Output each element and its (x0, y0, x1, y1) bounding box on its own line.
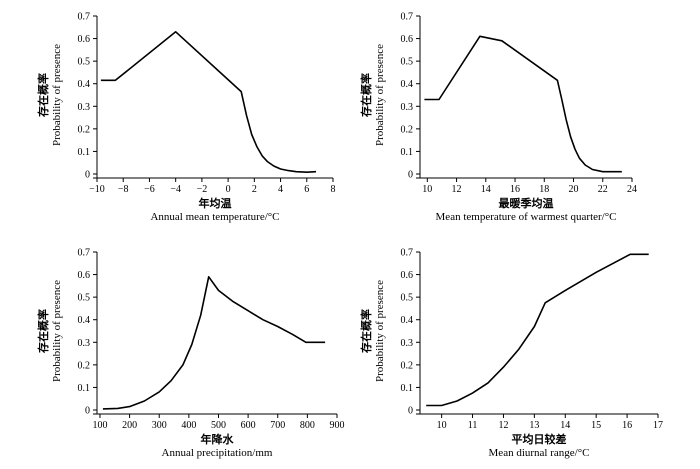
x-axis-title-cn: 年降水 (201, 432, 235, 446)
y-axis-title-cn: 存在概率 (359, 309, 373, 353)
x-tick-label: 12 (452, 184, 462, 195)
y-tick-label: 0.1 (401, 383, 414, 394)
x-axis-title-cn: 平均日较差 (512, 432, 567, 446)
y-tick-label: 0.2 (78, 124, 91, 135)
x-tick-label: 17 (653, 420, 663, 431)
y-axis-title: Probability of presence (374, 44, 386, 146)
x-tick-label: 11 (468, 420, 478, 431)
y-tick-label: 0.3 (78, 338, 91, 349)
x-axis-title: Mean diurnal range/°C (489, 447, 590, 459)
y-tick-label: 0.7 (78, 248, 91, 259)
x-axis-title-cn: 年均温 (199, 196, 232, 210)
x-tick-label: 600 (241, 420, 256, 431)
x-tick-label: 500 (211, 420, 226, 431)
y-tick-label: 0 (85, 406, 90, 417)
x-tick-label: 700 (270, 420, 285, 431)
x-tick-label: 20 (569, 184, 579, 195)
y-tick-label: 0.6 (401, 34, 414, 45)
x-tick-label: 16 (510, 184, 520, 195)
y-tick-label: 0.3 (401, 338, 414, 349)
response-curve (426, 253, 649, 407)
chart-panel-3: 0 0.1 0.2 0.3 0.4 0.5 0.6 0.7 100 200 300 400 500 600… (36, 248, 345, 460)
y-axis-title-cn: 存在概率 (36, 309, 50, 353)
y-tick-label: 0.5 (401, 293, 414, 304)
y-tick-label: 0 (408, 406, 413, 417)
x-tick-label: 12 (498, 420, 508, 431)
y-tick-label: 0 (408, 170, 413, 181)
y-axis-title-cn: 存在概率 (36, 73, 50, 117)
y-tick-label: 0.6 (401, 270, 414, 281)
y-axis-title-cn: 存在概率 (359, 73, 373, 117)
y-tick-label: 0.7 (78, 12, 91, 23)
y-axis-title: Probability of presence (374, 280, 386, 382)
x-tick-label: 4 (278, 184, 283, 195)
x-tick-label: −2 (197, 184, 208, 195)
x-axis-title: Annual mean temperature/°C (150, 211, 279, 223)
x-tick-label: 800 (300, 420, 315, 431)
x-tick-label: 10 (437, 420, 447, 431)
y-tick-label: 0.1 (78, 383, 91, 394)
y-tick-label: 0.1 (78, 147, 91, 158)
x-tick-label: 22 (598, 184, 608, 195)
y-tick-label: 0.6 (78, 34, 91, 45)
x-axis-title-cn: 最暖季均温 (499, 196, 554, 210)
y-tick-label: 0.3 (78, 102, 91, 113)
y-tick-label: 0 (85, 170, 90, 181)
y-tick-label: 0.5 (401, 57, 414, 68)
x-tick-label: 200 (122, 420, 137, 431)
x-tick-label: −10 (89, 184, 105, 195)
y-tick-label: 0.2 (78, 360, 91, 371)
chart-panel-4: 0 0.1 0.2 0.3 0.4 0.5 0.6 0.7 10 11 12 13 14 15 16 17 平均… (359, 248, 663, 460)
y-axis-title: Probability of presence (51, 280, 63, 382)
x-tick-label: 2 (252, 184, 257, 195)
x-tick-label: −4 (170, 184, 181, 195)
x-tick-label: 18 (539, 184, 549, 195)
y-tick-label: 0.1 (401, 147, 414, 158)
x-tick-label: 14 (560, 420, 570, 431)
y-tick-label: 0.4 (401, 79, 414, 90)
x-tick-label: 8 (331, 184, 336, 195)
y-tick-label: 0.4 (78, 79, 91, 90)
x-tick-label: 10 (422, 184, 432, 195)
chart-panel-2: 0 0.1 0.2 0.3 0.4 0.5 0.6 0.7 10 12 14 16 18 20 22 24 最暖… (359, 12, 637, 224)
x-tick-label: 24 (627, 184, 637, 195)
x-tick-label: 13 (529, 420, 539, 431)
y-tick-label: 0.5 (78, 57, 91, 68)
response-curve (100, 30, 317, 173)
y-tick-label: 0.6 (78, 270, 91, 281)
x-axis-title: Annual precipitation/mm (162, 447, 273, 459)
x-tick-label: 900 (330, 420, 345, 431)
y-tick-label: 0.3 (401, 102, 414, 113)
y-axis-title: Probability of presence (51, 44, 63, 146)
x-tick-label: 300 (152, 420, 167, 431)
y-tick-label: 0.7 (401, 248, 414, 259)
x-tick-label: 100 (92, 420, 107, 431)
x-tick-label: 6 (304, 184, 309, 195)
x-tick-label: 0 (226, 184, 231, 195)
x-tick-label: 16 (622, 420, 632, 431)
y-tick-label: 0.4 (401, 315, 414, 326)
y-tick-label: 0.5 (78, 293, 91, 304)
chart-panel-1: 0 0.1 0.2 0.3 0.4 0.5 0.6 0.7 −10 −8 −6 −4 −2 0 2 4 6 8 年均… (36, 12, 336, 224)
x-axis-title: Mean temperature of warmest quarter/°C (436, 211, 617, 223)
y-tick-label: 0.2 (401, 360, 414, 371)
x-tick-label: −6 (144, 184, 155, 195)
y-tick-label: 0.2 (401, 124, 414, 135)
y-tick-label: 0.7 (401, 12, 414, 23)
x-tick-label: 400 (181, 420, 196, 431)
x-tick-label: 14 (481, 184, 491, 195)
x-tick-label: −8 (118, 184, 129, 195)
y-tick-label: 0.4 (78, 315, 91, 326)
response-curve (424, 35, 622, 173)
response-curve (102, 275, 326, 410)
x-tick-label: 15 (591, 420, 601, 431)
